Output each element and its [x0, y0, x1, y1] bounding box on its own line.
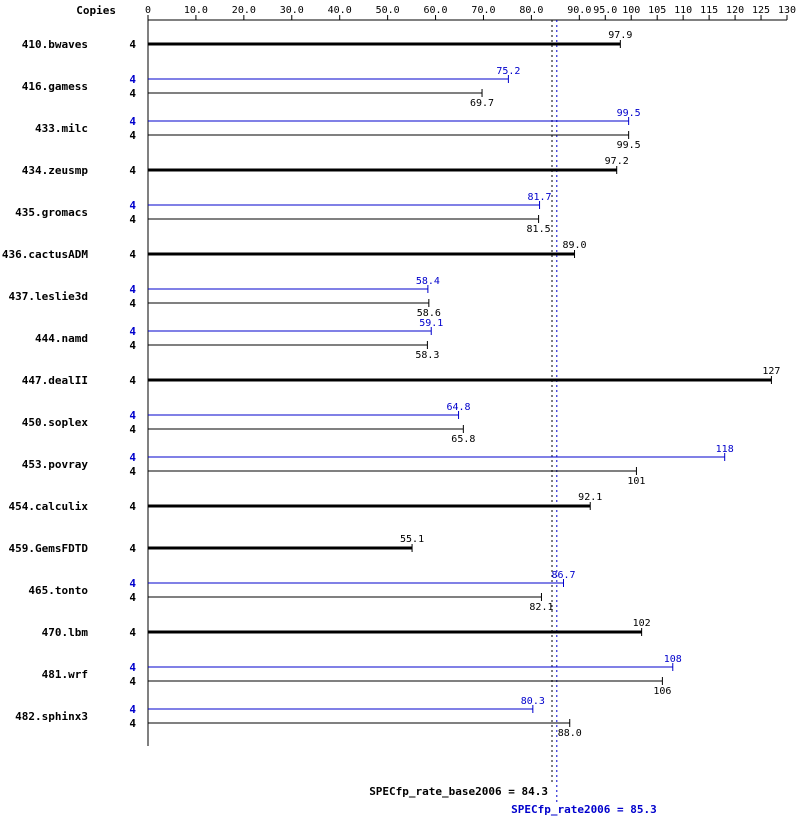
benchmark-name: 447.dealII — [22, 374, 88, 387]
x-tick-label: 70.0 — [471, 5, 495, 16]
base-copies: 4 — [129, 129, 136, 142]
peak-copies: 4 — [129, 661, 136, 674]
x-tick-label: 110 — [674, 5, 692, 16]
peak-value: 80.3 — [521, 696, 545, 707]
copies-header: Copies — [76, 4, 116, 17]
base-copies: 4 — [129, 248, 136, 261]
base-value: 88.0 — [558, 728, 582, 739]
base-value: 97.9 — [608, 30, 632, 41]
peak-value: 81.7 — [528, 192, 552, 203]
benchmark-name: 437.leslie3d — [9, 290, 88, 303]
peak-copies: 4 — [129, 199, 136, 212]
benchmark-name: 481.wrf — [42, 668, 88, 681]
base-value: 65.8 — [451, 434, 475, 445]
benchmark-name: 416.gamess — [22, 80, 88, 93]
benchmark-name: 454.calculix — [9, 500, 89, 513]
base-copies: 4 — [129, 297, 136, 310]
benchmark-name: 470.lbm — [42, 626, 89, 639]
base-value: 97.2 — [605, 156, 629, 167]
base-value: 82.1 — [529, 602, 553, 613]
base-copies: 4 — [129, 423, 136, 436]
x-tick-label: 10.0 — [184, 5, 208, 16]
benchmark-name: 465.tonto — [28, 584, 88, 597]
base-value: 55.1 — [400, 534, 424, 545]
peak-copies: 4 — [129, 451, 136, 464]
base-value: 58.3 — [415, 350, 439, 361]
base-copies: 4 — [129, 626, 136, 639]
base-value: 99.5 — [617, 140, 641, 151]
benchmark-name: 482.sphinx3 — [15, 710, 88, 723]
benchmark-name: 444.namd — [35, 332, 88, 345]
base-value: 81.5 — [527, 224, 551, 235]
peak-value: 64.8 — [447, 402, 471, 413]
benchmark-name: 450.soplex — [22, 416, 89, 429]
peak-copies: 4 — [129, 283, 136, 296]
benchmark-name: 410.bwaves — [22, 38, 88, 51]
x-tick-label: 90.0 — [567, 5, 591, 16]
x-tick-label: 95.0 — [593, 5, 617, 16]
x-tick-label: 115 — [700, 5, 718, 16]
base-value: 89.0 — [562, 240, 586, 251]
base-copies: 4 — [129, 500, 136, 513]
peak-copies: 4 — [129, 325, 136, 338]
benchmark-name: 436.cactusADM — [2, 248, 88, 261]
peak-value: 86.7 — [551, 570, 575, 581]
benchmark-name: 453.povray — [22, 458, 89, 471]
x-tick-label: 130 — [778, 5, 796, 16]
x-tick-label: 120 — [726, 5, 744, 16]
base-copies: 4 — [129, 542, 136, 555]
peak-copies: 4 — [129, 115, 136, 128]
peak-copies: 4 — [129, 73, 136, 86]
base-copies: 4 — [129, 465, 136, 478]
base-copies: 4 — [129, 164, 136, 177]
peak-copies: 4 — [129, 577, 136, 590]
base-value: 92.1 — [578, 492, 602, 503]
x-tick-label: 40.0 — [328, 5, 352, 16]
x-tick-label: 20.0 — [232, 5, 256, 16]
benchmark-name: 435.gromacs — [15, 206, 88, 219]
base-value: 69.7 — [470, 98, 494, 109]
peak-copies: 4 — [129, 409, 136, 422]
base-copies: 4 — [129, 591, 136, 604]
x-tick-label: 105 — [648, 5, 666, 16]
base-copies: 4 — [129, 87, 136, 100]
peak-value: 58.4 — [416, 276, 440, 287]
peak-copies: 4 — [129, 703, 136, 716]
base-value: 102 — [633, 618, 651, 629]
footer-base-label: SPECfp_rate_base2006 = 84.3 — [369, 785, 548, 798]
base-value: 127 — [762, 366, 780, 377]
x-tick-label: 50.0 — [376, 5, 400, 16]
base-copies: 4 — [129, 717, 136, 730]
x-tick-label: 80.0 — [519, 5, 543, 16]
benchmark-name: 434.zeusmp — [22, 164, 89, 177]
x-tick-label: 30.0 — [280, 5, 304, 16]
peak-value: 99.5 — [617, 108, 641, 119]
spec-benchmark-chart: 0 10.0 20.0 30.0 40.0 50.0 60.0 70.0 80.0 90.095.… — [0, 0, 799, 831]
peak-value: 59.1 — [419, 318, 443, 329]
peak-value: 118 — [716, 444, 734, 455]
x-tick-label: 125 — [752, 5, 770, 16]
base-copies: 4 — [129, 374, 136, 387]
base-value: 101 — [627, 476, 645, 487]
x-tick-label: 60.0 — [424, 5, 448, 16]
base-copies: 4 — [129, 339, 136, 352]
peak-value: 108 — [664, 654, 682, 665]
benchmark-name: 433.milc — [35, 122, 88, 135]
base-value: 106 — [653, 686, 671, 697]
x-tick-label: 100 — [622, 5, 640, 16]
base-copies: 4 — [129, 38, 136, 51]
peak-value: 75.2 — [496, 66, 520, 77]
base-copies: 4 — [129, 675, 136, 688]
footer-peak-label: SPECfp_rate2006 = 85.3 — [511, 803, 657, 816]
base-copies: 4 — [129, 213, 136, 226]
x-tick-label: 0 — [145, 5, 151, 16]
benchmark-name: 459.GemsFDTD — [9, 542, 89, 555]
